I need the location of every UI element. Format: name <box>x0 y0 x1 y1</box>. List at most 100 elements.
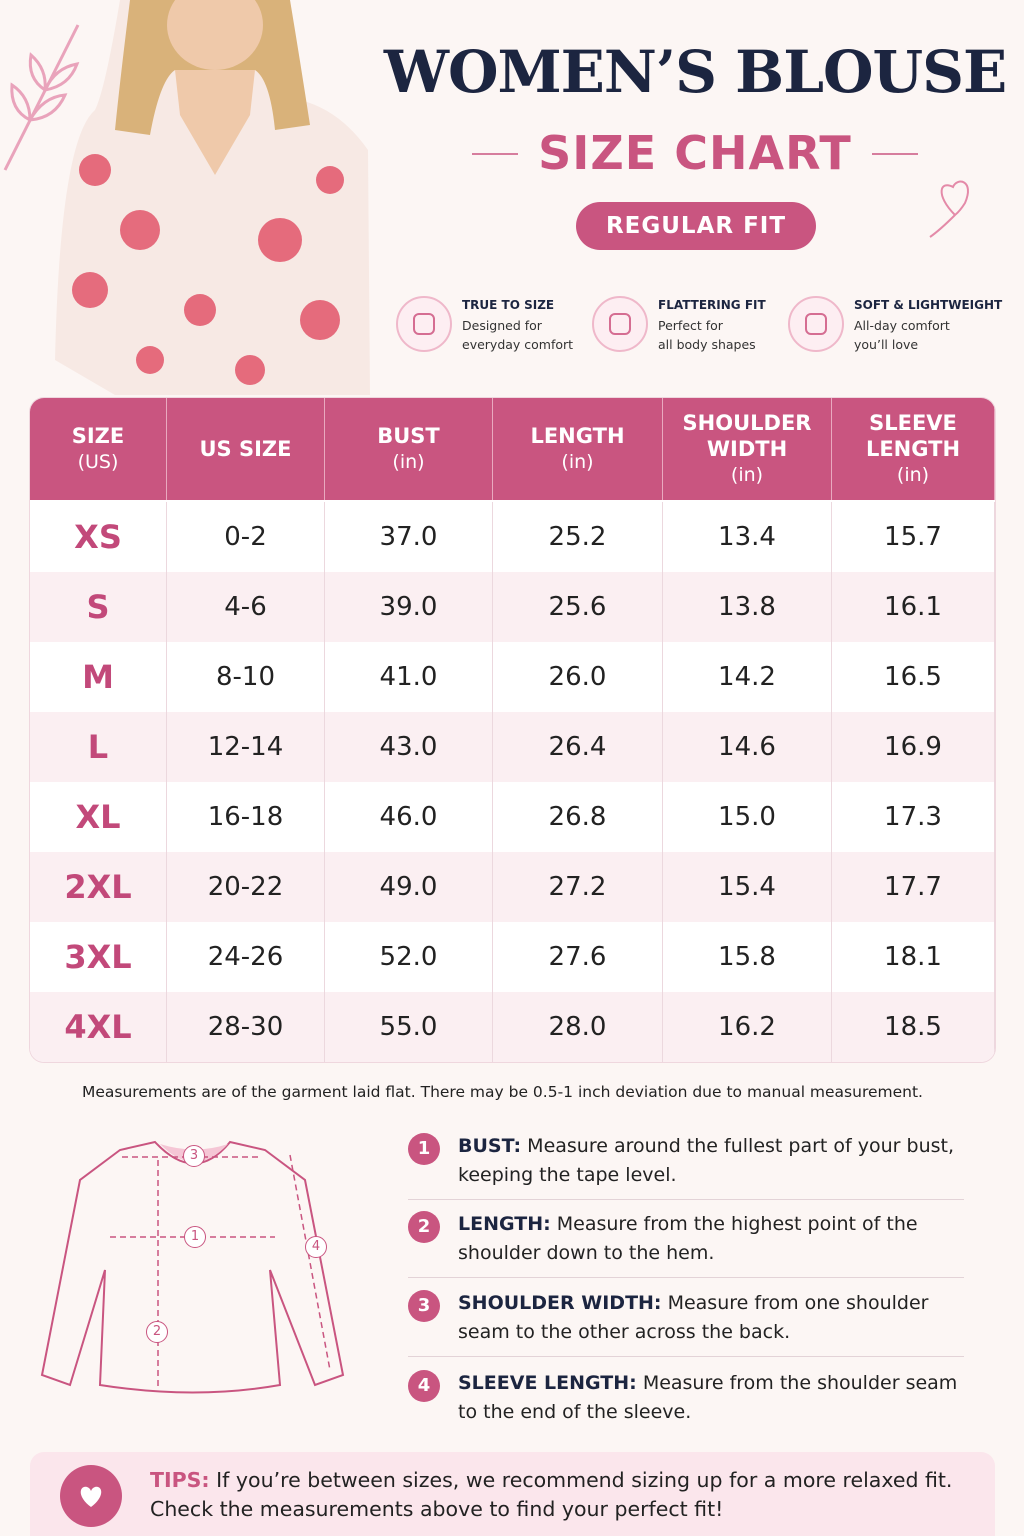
measure-text: LENGTH: Measure from the highest point o… <box>458 1210 958 1268</box>
value-cell: 39.0 <box>325 572 493 642</box>
value-cell: 15.8 <box>663 922 832 992</box>
value-cell: 16.1 <box>832 572 995 642</box>
diagram-number: 4 <box>305 1236 327 1258</box>
divider <box>408 1277 964 1278</box>
note: Measurements are of the garment laid fla… <box>82 1083 923 1101</box>
feature-icon <box>592 296 648 352</box>
model-illustration <box>3 0 370 395</box>
measure-text: SHOULDER WIDTH: Measure from one shoulde… <box>458 1289 958 1347</box>
header-label: LENGTH <box>865 437 961 461</box>
value-cell: 17.3 <box>832 782 995 852</box>
tips-label: TIPS: <box>150 1468 210 1492</box>
value-cell: 15.0 <box>663 782 832 852</box>
feature-line: All-day comfort <box>854 318 950 333</box>
leaf-branch <box>3 24 80 171</box>
value-cell: 37.0 <box>325 502 493 572</box>
size-cell: L <box>30 712 167 782</box>
header-unit: (in) <box>392 451 425 473</box>
value-cell: 43.0 <box>325 712 493 782</box>
size-cell: 4XL <box>30 992 167 1062</box>
measure-desc: Measure from the highest point of the sh… <box>458 1213 918 1264</box>
value-cell: 15.4 <box>663 852 832 922</box>
feature-line: Designed for <box>462 318 542 333</box>
value-cell: 0-2 <box>167 502 325 572</box>
heart <box>80 1486 102 1507</box>
diagram-number: 1 <box>184 1226 206 1248</box>
heart-doodle <box>929 180 969 238</box>
fit-badge: REGULAR FIT <box>576 202 816 250</box>
measure-desc: Measure around the fullest part of your … <box>458 1135 955 1186</box>
header-cell: SIZE (US) <box>30 398 167 500</box>
subtitle-rules <box>472 153 918 155</box>
feature-line: Perfect for <box>658 318 723 333</box>
size-table: SIZE (US) US SIZE BUST (in) LENGTH (in) SHOULDE… <box>30 398 995 1062</box>
value-cell: 16.5 <box>832 642 995 712</box>
value-cell: 52.0 <box>325 922 493 992</box>
floral-print <box>72 154 344 385</box>
feature-line: all body shapes <box>658 337 756 352</box>
value-cell: 46.0 <box>325 782 493 852</box>
header-label: SIZE <box>71 424 125 448</box>
value-cell: 24-26 <box>167 922 325 992</box>
size-cell: M <box>30 642 167 712</box>
measure-title: SHOULDER WIDTH: <box>458 1292 662 1314</box>
heart-line <box>929 180 969 238</box>
neck <box>175 70 255 175</box>
icon-glyph <box>805 313 827 335</box>
header-unit: (in) <box>730 464 764 486</box>
value-cell: 17.7 <box>832 852 995 922</box>
diagram-number: 3 <box>183 1145 205 1167</box>
value-cell: 18.1 <box>832 922 995 992</box>
measure-desc: Measure from one shoulder seam to the ot… <box>458 1292 929 1343</box>
measure-number: 3 <box>408 1290 440 1322</box>
header-cell: SLEEVE LENGTH (in) <box>832 398 995 500</box>
value-cell: 27.6 <box>493 922 663 992</box>
divider <box>408 1199 964 1200</box>
tip-line: Check the measurements above to find you… <box>150 1497 724 1521</box>
feature-icon <box>788 296 844 352</box>
divider <box>408 1356 964 1357</box>
value-cell: 27.2 <box>493 852 663 922</box>
value-cell: 14.6 <box>663 712 832 782</box>
header-label: BUST <box>377 424 440 448</box>
row-bg <box>30 502 995 572</box>
header-unit: (US) <box>77 451 119 473</box>
measure-title: LENGTH: <box>458 1213 551 1235</box>
diagram-number: 2 <box>146 1321 168 1343</box>
size-cell: 3XL <box>30 922 167 992</box>
subtitle: SIZE CHART <box>538 126 852 180</box>
measure-desc: Measure from the shoulder seam to the en… <box>458 1372 958 1423</box>
header-label: WIDTH <box>706 437 788 461</box>
row-bg <box>30 572 995 642</box>
row-bg <box>30 992 995 1062</box>
header-bg <box>30 398 995 500</box>
blouse-diagram <box>40 1140 345 1394</box>
value-cell: 8-10 <box>167 642 325 712</box>
value-cell: 26.0 <box>493 642 663 712</box>
value-cell: 4-6 <box>167 572 325 642</box>
measure-title: BUST: <box>458 1135 522 1157</box>
value-cell: 28-30 <box>167 992 325 1062</box>
value-cell: 26.8 <box>493 782 663 852</box>
title: WOMEN’S BLOUSE <box>383 38 1007 106</box>
header-unit: (in) <box>896 464 930 486</box>
blouse-outline <box>40 1140 345 1394</box>
feature-line: everyday comfort <box>462 337 574 352</box>
value-cell: 16.9 <box>832 712 995 782</box>
value-cell: 13.4 <box>663 502 832 572</box>
feature-title: TRUE TO SIZE <box>462 298 555 312</box>
header-cell: SHOULDER WIDTH (in) <box>663 398 832 500</box>
value-cell: 28.0 <box>493 992 663 1062</box>
tips-box <box>30 1452 995 1536</box>
value-cell: 15.7 <box>832 502 995 572</box>
value-cell: 25.2 <box>493 502 663 572</box>
value-cell: 12-14 <box>167 712 325 782</box>
value-cell: 41.0 <box>325 642 493 712</box>
icon-glyph <box>609 313 631 335</box>
header-cell: BUST (in) <box>325 398 493 500</box>
size-cell: 2XL <box>30 852 167 922</box>
measure-number: 2 <box>408 1211 440 1243</box>
value-cell: 25.6 <box>493 572 663 642</box>
